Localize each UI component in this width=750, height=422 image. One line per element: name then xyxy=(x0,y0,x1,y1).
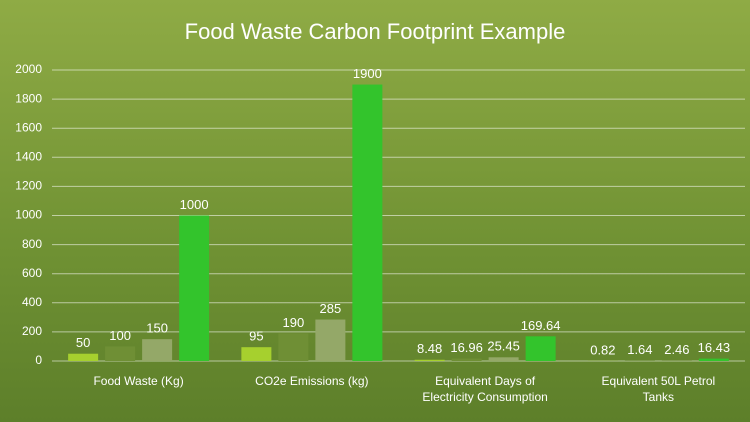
y-tick-label: 1800 xyxy=(15,91,42,105)
y-tick-label: 2000 xyxy=(15,62,42,76)
data-label: 16.96 xyxy=(450,340,483,355)
bar xyxy=(241,347,272,361)
data-label: 95 xyxy=(249,329,263,344)
data-label: 25.45 xyxy=(487,339,520,354)
bar xyxy=(488,357,519,361)
data-label: 190 xyxy=(283,315,305,330)
data-label: 1900 xyxy=(353,66,382,81)
data-label: 1000 xyxy=(180,197,209,212)
y-tick-label: 1600 xyxy=(15,120,42,134)
x-tick-label: Equivalent Days of Electricity Consumpti… xyxy=(422,374,548,404)
bar xyxy=(698,358,729,361)
data-label: 285 xyxy=(320,301,342,316)
y-tick-label: 0 xyxy=(35,353,42,367)
y-tick-label: 1400 xyxy=(15,149,42,163)
data-label: 169.64 xyxy=(521,318,561,333)
data-label: 2.46 xyxy=(664,342,689,357)
bar xyxy=(68,353,99,361)
y-tick-label: 800 xyxy=(22,237,42,251)
bar xyxy=(414,359,445,361)
data-label: 1.64 xyxy=(627,342,652,357)
bar xyxy=(142,339,173,361)
x-tick-label: Food Waste (Kg) xyxy=(93,374,184,388)
y-tick-label: 200 xyxy=(22,324,42,338)
bar xyxy=(278,333,309,361)
data-label: 16.43 xyxy=(698,340,731,355)
x-tick-label: CO2e Emissions (kg) xyxy=(255,374,369,388)
bar xyxy=(451,358,482,361)
y-tick-label: 1200 xyxy=(15,179,42,193)
data-label: 150 xyxy=(146,321,168,336)
bar xyxy=(315,319,346,361)
bar xyxy=(179,215,210,361)
y-tick-label: 400 xyxy=(22,295,42,309)
y-tick-label: 1000 xyxy=(15,208,42,222)
data-label: 8.48 xyxy=(417,341,442,356)
chart-title: Food Waste Carbon Footprint Example xyxy=(185,19,566,44)
bar xyxy=(525,336,556,361)
data-label: 100 xyxy=(109,328,131,343)
y-tick-label: 600 xyxy=(22,266,42,280)
data-label: 50 xyxy=(76,335,90,350)
x-tick-label: Equivalent 50L Petrol Tanks xyxy=(601,374,716,404)
data-label: 0.82 xyxy=(590,342,615,357)
bar xyxy=(352,84,383,362)
bar xyxy=(105,346,136,361)
